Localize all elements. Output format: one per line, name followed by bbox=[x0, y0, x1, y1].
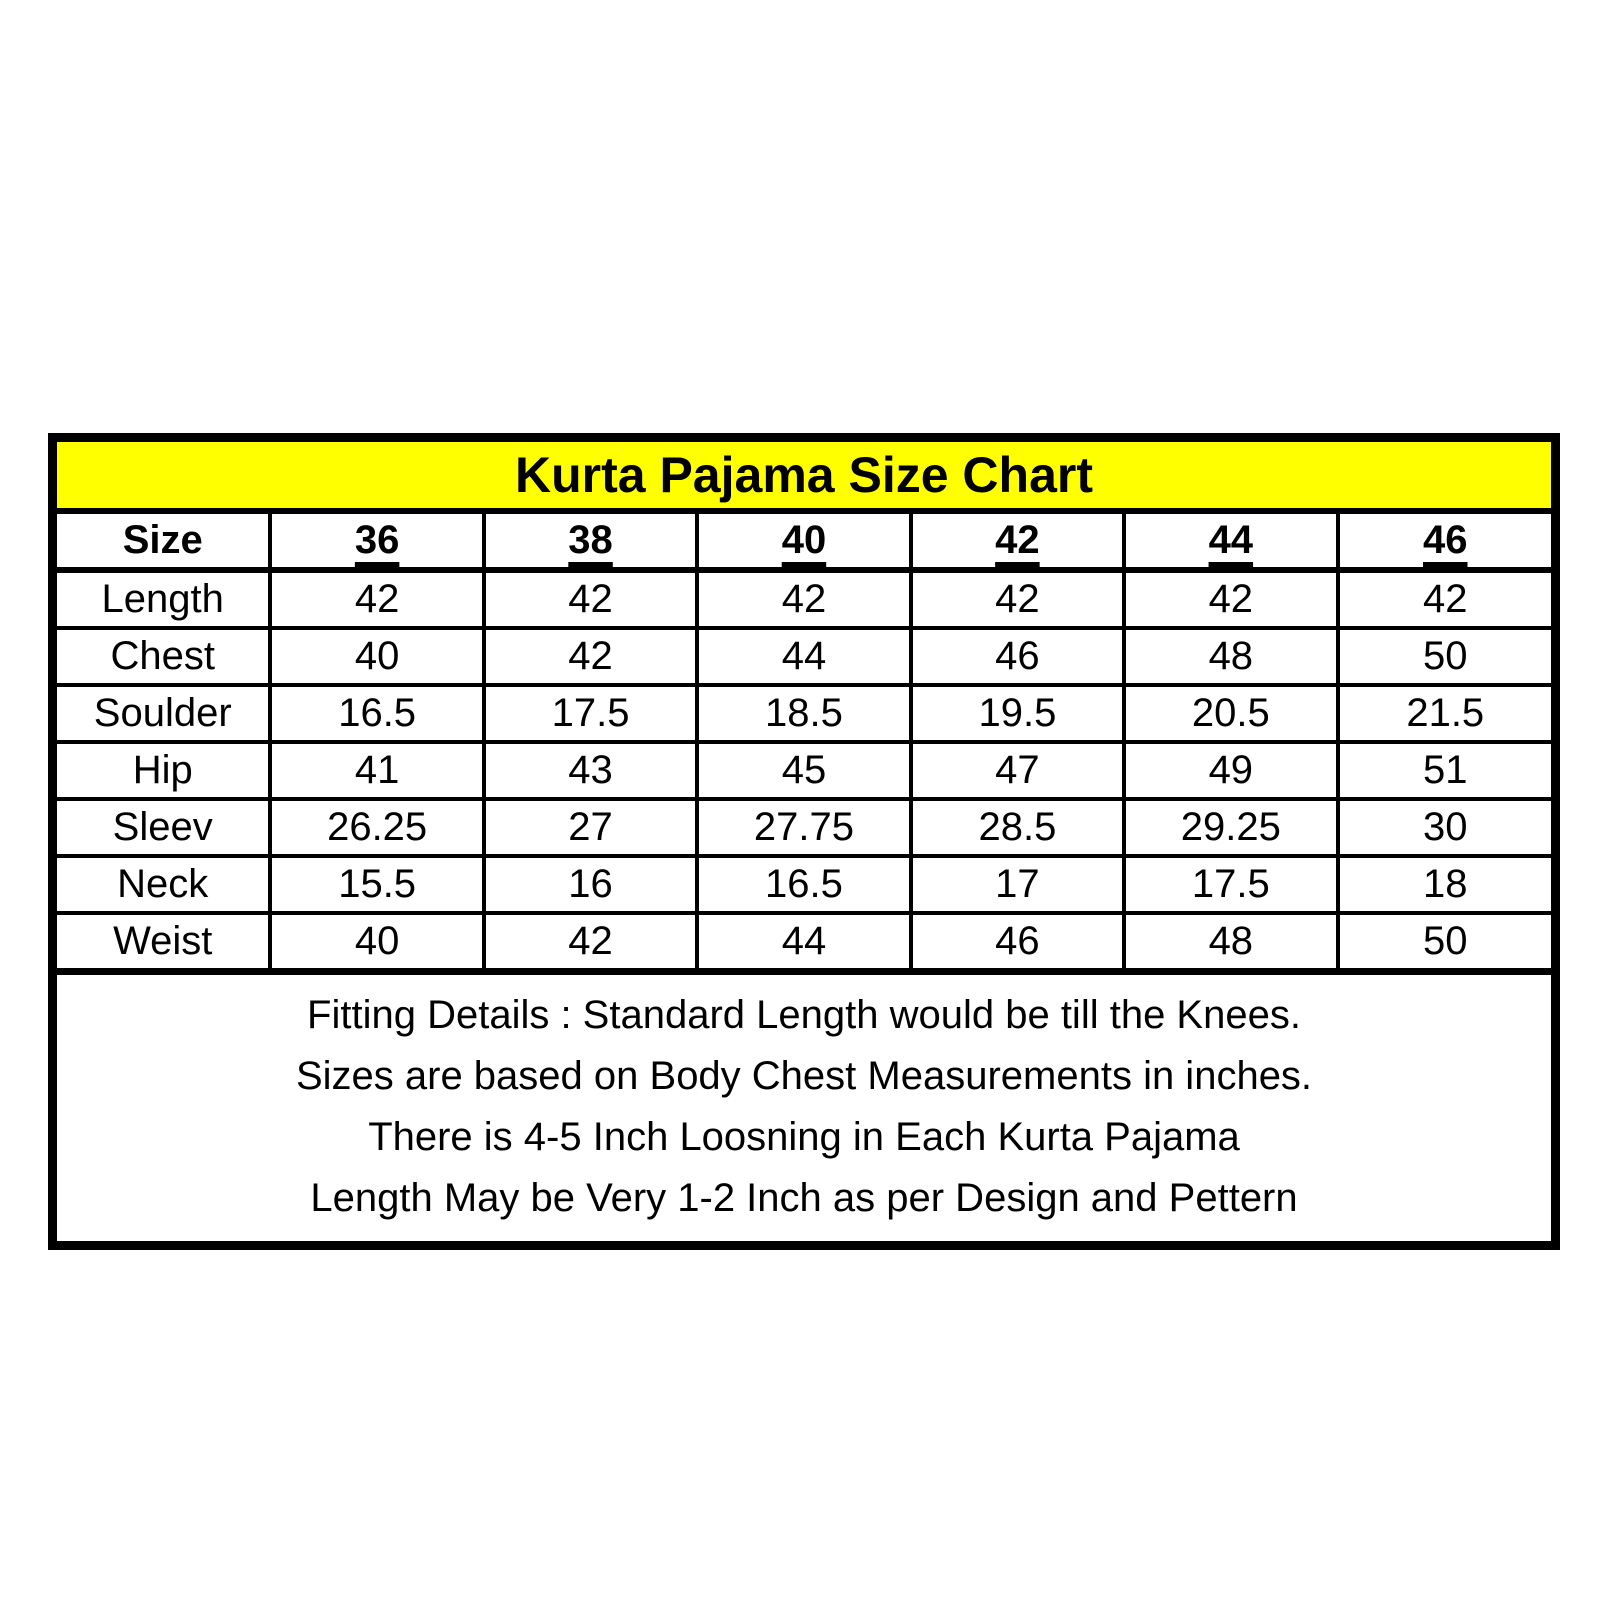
measurement-cell: 16 bbox=[481, 854, 700, 915]
row-label: Soulder bbox=[57, 683, 273, 744]
note-line-3: There is 4-5 Inch Loosning in Each Kurta… bbox=[368, 1115, 1240, 1159]
measurement-cell: 45 bbox=[695, 740, 913, 801]
fitting-details-notes: Fitting Details : Standard Length would … bbox=[57, 968, 1551, 1241]
measurement-cell: 30 bbox=[1335, 797, 1551, 858]
size-value-46: 46 bbox=[1423, 518, 1468, 562]
size-header-cell: 38 bbox=[481, 514, 700, 573]
table-row-hip: Hip 41 43 45 47 49 51 bbox=[57, 740, 1551, 801]
size-header-row: Size 36 38 40 42 44 46 bbox=[57, 514, 1551, 573]
note-line-1: Fitting Details : Standard Length would … bbox=[307, 993, 1301, 1037]
size-value-44: 44 bbox=[1208, 518, 1254, 562]
measurement-cell: 15.5 bbox=[268, 854, 486, 915]
measurement-cell: 46 bbox=[908, 911, 1127, 968]
measurement-cell: 43 bbox=[481, 740, 700, 801]
measurement-cell: 48 bbox=[1122, 626, 1340, 687]
measurement-cell: 18.5 bbox=[695, 683, 913, 744]
row-label: Hip bbox=[57, 740, 273, 801]
measurement-cell: 41 bbox=[268, 740, 486, 801]
measurement-cell: 20.5 bbox=[1122, 683, 1340, 744]
measurement-cell: 46 bbox=[908, 626, 1127, 687]
row-label: Neck bbox=[57, 854, 273, 915]
table-row-length: Length 42 42 42 42 42 42 bbox=[57, 568, 1551, 630]
size-header-cell: 46 bbox=[1335, 514, 1551, 573]
size-value-40: 40 bbox=[781, 518, 827, 562]
measurement-cell: 17.5 bbox=[1122, 854, 1340, 915]
table-row-sleev: Sleev 26.25 27 27.75 28.5 29.25 30 bbox=[57, 797, 1551, 858]
measurement-cell: 16.5 bbox=[268, 683, 486, 744]
row-label: Chest bbox=[57, 626, 273, 687]
row-label: Sleev bbox=[57, 797, 273, 858]
measurement-cell: 50 bbox=[1335, 626, 1551, 687]
measurement-cell: 40 bbox=[268, 626, 486, 687]
measurement-cell: 51 bbox=[1335, 740, 1551, 801]
table-row-chest: Chest 40 42 44 46 48 50 bbox=[57, 626, 1551, 687]
measurement-cell: 42 bbox=[1335, 568, 1551, 630]
measurement-cell: 18 bbox=[1335, 854, 1551, 915]
measurement-cell: 17.5 bbox=[481, 683, 700, 744]
size-header-cell: 44 bbox=[1122, 514, 1340, 573]
table-row-neck: Neck 15.5 16 16.5 17 17.5 18 bbox=[57, 854, 1551, 915]
size-value-38: 38 bbox=[568, 518, 613, 562]
size-header-cell: 36 bbox=[268, 514, 486, 573]
measurement-cell: 50 bbox=[1335, 911, 1551, 968]
measurement-cell: 49 bbox=[1122, 740, 1340, 801]
size-chart-title: Kurta Pajama Size Chart bbox=[57, 442, 1551, 514]
size-chart-table: Size 36 38 40 42 44 46 Length 42 42 42 4… bbox=[57, 514, 1551, 968]
row-label: Length bbox=[57, 568, 273, 630]
row-label: Weist bbox=[57, 911, 273, 968]
measurement-cell: 17 bbox=[908, 854, 1127, 915]
measurement-cell: 21.5 bbox=[1335, 683, 1551, 744]
measurement-cell: 19.5 bbox=[908, 683, 1127, 744]
measurement-cell: 28.5 bbox=[908, 797, 1127, 858]
measurement-cell: 27.75 bbox=[695, 797, 913, 858]
measurement-cell: 48 bbox=[1122, 911, 1340, 968]
size-header-cell: 42 bbox=[908, 514, 1127, 573]
measurement-cell: 42 bbox=[481, 911, 700, 968]
measurement-cell: 42 bbox=[908, 568, 1127, 630]
measurement-cell: 42 bbox=[268, 568, 486, 630]
measurement-cell: 44 bbox=[695, 626, 913, 687]
size-header-cell: 40 bbox=[695, 514, 913, 573]
measurement-cell: 27 bbox=[481, 797, 700, 858]
measurement-cell: 42 bbox=[481, 568, 700, 630]
measurement-cell: 40 bbox=[268, 911, 486, 968]
measurement-cell: 29.25 bbox=[1122, 797, 1340, 858]
table-row-soulder: Soulder 16.5 17.5 18.5 19.5 20.5 21.5 bbox=[57, 683, 1551, 744]
measurement-cell: 42 bbox=[695, 568, 913, 630]
size-chart-panel: Kurta Pajama Size Chart Size 36 38 40 42… bbox=[48, 433, 1560, 1250]
note-line-2: Sizes are based on Body Chest Measuremen… bbox=[295, 1054, 1313, 1098]
measurement-cell: 44 bbox=[695, 911, 913, 968]
measurement-cell: 42 bbox=[1122, 568, 1340, 630]
size-value-36: 36 bbox=[354, 518, 400, 562]
size-value-42: 42 bbox=[995, 518, 1040, 562]
table-row-weist: Weist 40 42 44 46 48 50 bbox=[57, 911, 1551, 968]
measurement-cell: 47 bbox=[908, 740, 1127, 801]
measurement-cell: 16.5 bbox=[695, 854, 913, 915]
measurement-cell: 42 bbox=[481, 626, 700, 687]
size-header-label: Size bbox=[57, 514, 273, 573]
measurement-cell: 26.25 bbox=[268, 797, 486, 858]
note-line-4: Length May be Very 1-2 Inch as per Desig… bbox=[310, 1176, 1298, 1220]
